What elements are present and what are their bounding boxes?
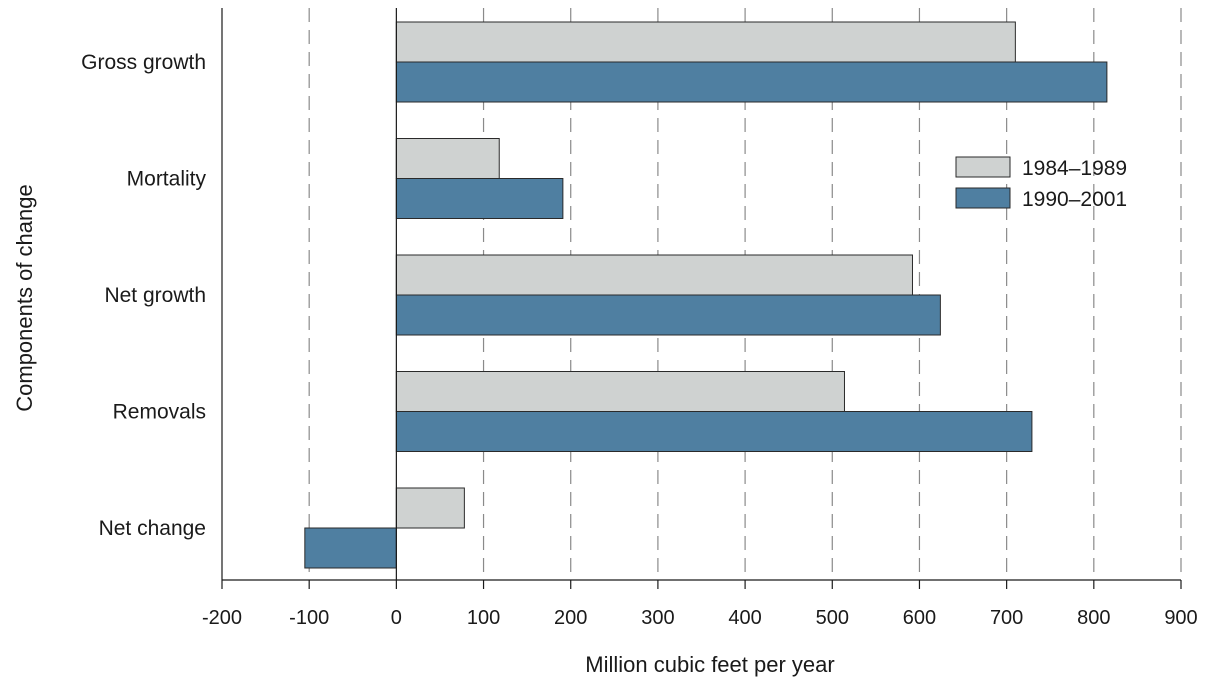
bar [395,138,500,179]
category-label: Net change [99,517,206,540]
category-label: Gross growth [81,51,206,74]
bar [395,178,564,219]
legend-swatch-1984-1989 [955,156,1011,178]
legend-label-1990-2001: 1990–2001 [1022,188,1127,211]
x-tick-label: 600 [903,607,936,629]
x-tick-label: 100 [467,607,500,629]
legend-swatch-1990-2001 [955,187,1011,209]
x-tick-label: 500 [816,607,849,629]
category-label: Mortality [127,168,207,191]
x-tick-label: 700 [990,607,1023,629]
bar [395,487,465,529]
x-tick-label: 400 [728,607,761,629]
bar [395,411,1033,452]
bars [304,21,1108,569]
x-tick-label: 800 [1077,607,1110,629]
category-label: Removals [113,401,206,424]
bar [395,294,941,336]
x-tick-label: -200 [202,607,242,629]
bar [304,527,397,569]
bar [395,21,1016,63]
x-tick-label: 900 [1164,607,1197,629]
x-tick-label: 200 [554,607,587,629]
legend: 1984–1989 1990–2001 [955,156,1127,211]
bar [395,254,913,296]
category-labels: Gross growth Mortality Net growth Removals N… [81,51,206,540]
x-tick-label: 0 [391,607,402,629]
bar [395,371,845,412]
x-tick-label: -100 [289,607,329,629]
legend-label-1984-1989: 1984–1989 [1022,157,1127,180]
y-axis-label: Components of change [12,184,37,412]
x-tick-labels: -200 -100 0 100 200 300 400 500 600 700 800 900 [202,607,1198,629]
axes [221,8,1182,589]
x-tick-label: 300 [641,607,674,629]
category-label: Net growth [104,284,206,307]
x-axis-label: Million cubic feet per year [585,652,834,677]
bar [395,61,1108,103]
